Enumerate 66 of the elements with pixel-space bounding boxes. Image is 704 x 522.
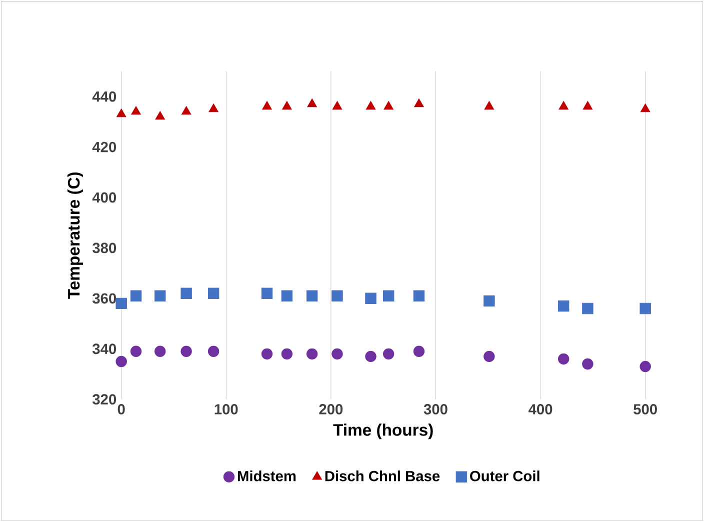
point	[332, 290, 343, 302]
point	[208, 346, 220, 357]
y-tick-label: 420	[92, 142, 116, 152]
point	[484, 295, 495, 307]
y-tick-label: 320	[92, 394, 116, 405]
point	[181, 106, 192, 115]
point	[130, 346, 142, 357]
point	[208, 288, 220, 299]
y-axis-title: Temperature (C)	[67, 172, 83, 299]
x-tick-label: 200	[319, 404, 343, 414]
x-tick-label: 400	[528, 404, 552, 414]
point	[413, 346, 425, 357]
legend-label: Outer Coil	[470, 470, 540, 482]
point	[558, 300, 570, 312]
point	[582, 358, 594, 370]
point	[413, 290, 425, 302]
legend-label: Midstem	[238, 470, 296, 482]
legend-label: Disch Chnl Base	[325, 470, 440, 482]
y-tick-label: 380	[92, 242, 116, 254]
point	[366, 101, 376, 110]
x-tick-label: 0	[118, 404, 125, 414]
x-axis-title: Time (hours)	[333, 424, 433, 440]
point	[414, 98, 424, 108]
point	[558, 101, 568, 110]
y-tick-label: 360	[92, 293, 116, 304]
point	[307, 98, 317, 108]
point	[282, 101, 292, 110]
point	[332, 348, 343, 360]
point	[306, 348, 318, 360]
x-tick-label: 500	[634, 404, 657, 414]
point	[306, 290, 318, 302]
point	[116, 108, 126, 118]
point	[261, 348, 273, 360]
x-tick-label: 300	[424, 404, 448, 414]
point	[365, 292, 376, 304]
point	[154, 290, 166, 302]
point	[208, 104, 218, 112]
point	[116, 298, 127, 310]
point	[384, 101, 394, 110]
point	[484, 101, 494, 110]
point	[261, 288, 273, 299]
point	[582, 302, 594, 314]
point	[281, 348, 293, 360]
point	[558, 353, 570, 365]
point	[582, 101, 593, 110]
point	[131, 106, 141, 115]
point	[640, 302, 651, 314]
point	[180, 346, 192, 357]
point	[640, 104, 650, 112]
point	[640, 360, 651, 372]
point	[382, 348, 394, 360]
point	[154, 346, 166, 357]
x-tick-label: 100	[214, 404, 238, 414]
y-tick-label: 340	[92, 344, 116, 354]
point	[332, 101, 342, 110]
point	[130, 290, 142, 302]
point	[116, 356, 127, 368]
point	[155, 111, 165, 120]
point	[180, 288, 192, 299]
point	[262, 101, 272, 110]
point	[382, 290, 394, 302]
point	[365, 350, 376, 362]
y-tick-label: 440	[92, 91, 116, 102]
point	[281, 290, 293, 302]
y-tick-label: 400	[92, 192, 116, 203]
point	[484, 350, 495, 362]
